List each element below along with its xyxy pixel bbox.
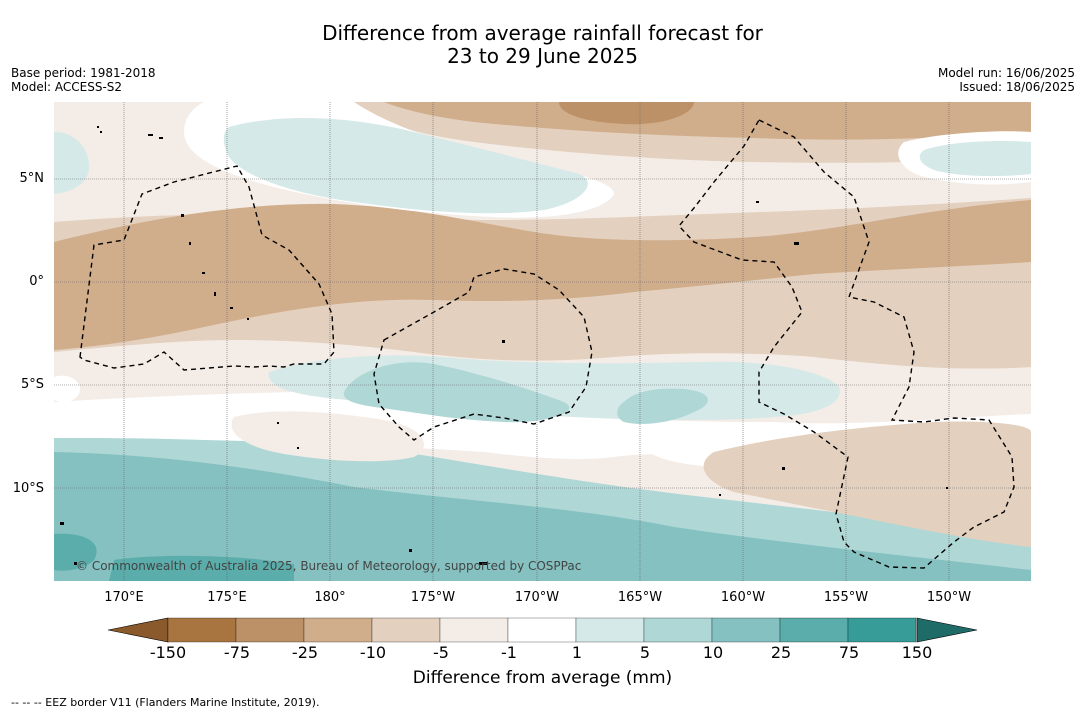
model-name: Model: ACCESS-S2: [11, 80, 123, 94]
field-neutral-south-west-patch: [54, 375, 80, 402]
meta-right: Model run: 16/06/2025 Issued: 18/06/2025: [938, 66, 1075, 94]
lat-label-5n: 5°N: [19, 171, 45, 186]
colorbar-segment: [167, 617, 237, 643]
colorbar-segment: [507, 617, 577, 643]
lat-label-5s: 5°S: [20, 377, 44, 392]
copyright-notice: © Commonwealth of Australia 2025, Bureau…: [76, 559, 581, 573]
colorbar-high-extension: [916, 617, 978, 643]
base-period: Base period: 1981-2018: [11, 66, 156, 80]
field-wet-south-strong: [54, 533, 97, 571]
field-dry-north-medium: [384, 102, 1031, 140]
colorbar-segment: [235, 617, 305, 643]
colorbar-tick: -75: [223, 643, 251, 662]
field-wet-north-west: [54, 132, 89, 194]
colorbar-tick: -150: [149, 643, 187, 662]
lon-label-160w: 160°W: [720, 590, 766, 605]
islands: [60, 126, 948, 565]
colorbar-tick: 150: [901, 643, 933, 662]
title-line-2: 23 to 29 June 2025: [447, 44, 638, 68]
field-wet-south-strong-2: [109, 555, 294, 581]
colorbar-tick: -1: [501, 643, 517, 662]
colorbar-segment: [371, 617, 441, 643]
issued-date: Issued: 18/06/2025: [959, 80, 1075, 94]
colorbar-tick: 10: [702, 643, 724, 662]
field-dry-southwest-patch: [231, 411, 424, 462]
lat-label-10s: 10°S: [12, 481, 44, 496]
lon-label-180: 180°: [314, 590, 346, 605]
eez-borders: [79, 119, 1015, 569]
contour-fields: [54, 102, 1031, 581]
lon-label-175e: 175°E: [207, 590, 247, 605]
gridlines: [54, 102, 1031, 581]
field-wet-south-medium: [54, 452, 1031, 581]
colorbar-segment: [439, 617, 509, 643]
colorbar-segment: [711, 617, 781, 643]
lon-label-170e: 170°E: [104, 590, 144, 605]
lon-label-150w: 150°W: [926, 590, 972, 605]
colorbar-label: Difference from average (mm): [412, 668, 673, 688]
rainfall-map: © Commonwealth of Australia 2025, Bureau…: [54, 102, 1031, 581]
field-wet-north: [223, 117, 588, 214]
colorbar-tick: -25: [291, 643, 319, 662]
field-wet-north-east-inner: [919, 140, 1031, 177]
chart-title: Difference from average rainfall forecas…: [0, 22, 1085, 68]
colorbar: [108, 617, 978, 643]
field-wet-central-medium: [343, 362, 570, 423]
lon-label-155w: 155°W: [823, 590, 869, 605]
colorbar-segment: [847, 617, 917, 643]
title-line-1: Difference from average rainfall forecas…: [322, 21, 763, 45]
field-dry-equatorial-medium: [54, 200, 1031, 350]
colorbar-tick: -10: [359, 643, 387, 662]
colorbar-segments: [167, 617, 917, 643]
lon-label-170w: 170°W: [514, 590, 560, 605]
colorbar-tick: 5: [639, 643, 651, 662]
field-dry-north-strong: [559, 102, 694, 125]
colorbar-tick: 25: [770, 643, 792, 662]
model-run: Model run: 16/06/2025: [937, 66, 1075, 80]
colorbar-segment: [303, 617, 373, 643]
colorbar-tick: 75: [838, 643, 860, 662]
colorbar-segment: [575, 617, 645, 643]
colorbar-tick: -5: [433, 643, 449, 662]
eez-footnote: -- -- -- EEZ border V11 (Flanders Marine…: [11, 696, 320, 709]
colorbar-segment: [779, 617, 849, 643]
colorbar-segment: [643, 617, 713, 643]
colorbar-low-extension: [108, 617, 169, 643]
lon-label-165w: 165°W: [617, 590, 663, 605]
lat-label-0: 0°: [29, 274, 44, 289]
colorbar-tick: 1: [571, 643, 583, 662]
meta-left: Base period: 1981-2018 Model: ACCESS-S2: [11, 66, 156, 94]
lon-label-175w: 175°W: [410, 590, 456, 605]
field-wet-central-medium-2: [617, 388, 708, 424]
